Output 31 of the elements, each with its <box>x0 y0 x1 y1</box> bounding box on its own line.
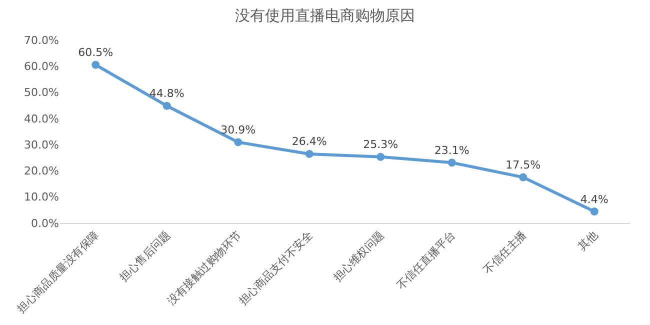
y-tick-label: 70.0% <box>24 34 59 47</box>
point <box>376 152 385 161</box>
point <box>162 102 171 110</box>
x-tick-label: 不信任直播平台 <box>394 228 458 292</box>
x-tick-label: 担心售后问题 <box>117 228 173 284</box>
x-tick-label: 担心维权问题 <box>330 228 387 284</box>
point <box>590 208 598 216</box>
data-label: 23.1% <box>434 144 470 157</box>
data-label: 30.9% <box>220 123 256 136</box>
y-tick-label: 20.0% <box>24 164 59 178</box>
y-tick-label: 50.0% <box>24 86 59 100</box>
point <box>92 60 100 69</box>
x-tick-label: 担心商品质量没有保障 <box>14 228 102 316</box>
data-label: 26.4% <box>292 135 327 148</box>
y-tick-label: 40.0% <box>24 112 59 126</box>
chart-title: 没有使用直播电商购物原因 <box>235 6 415 24</box>
point <box>448 158 456 167</box>
data-label: 44.8% <box>149 87 184 100</box>
data-label: 60.5% <box>78 46 114 60</box>
y-tick-label: 60.0% <box>24 60 59 73</box>
y-tick-label: 30.0% <box>24 138 59 152</box>
point <box>305 150 314 158</box>
x-tick-label: 不信任主播 <box>481 228 530 277</box>
data-label: 4.4% <box>580 192 608 206</box>
data-label: 25.3% <box>363 138 398 152</box>
point <box>519 173 528 182</box>
data-label: 17.5% <box>506 158 541 172</box>
y-tick-label: 10.0% <box>24 190 59 204</box>
y-tick-label: 0.0% <box>31 216 59 230</box>
x-tick-label: 其他 <box>576 228 600 254</box>
point <box>234 138 242 146</box>
